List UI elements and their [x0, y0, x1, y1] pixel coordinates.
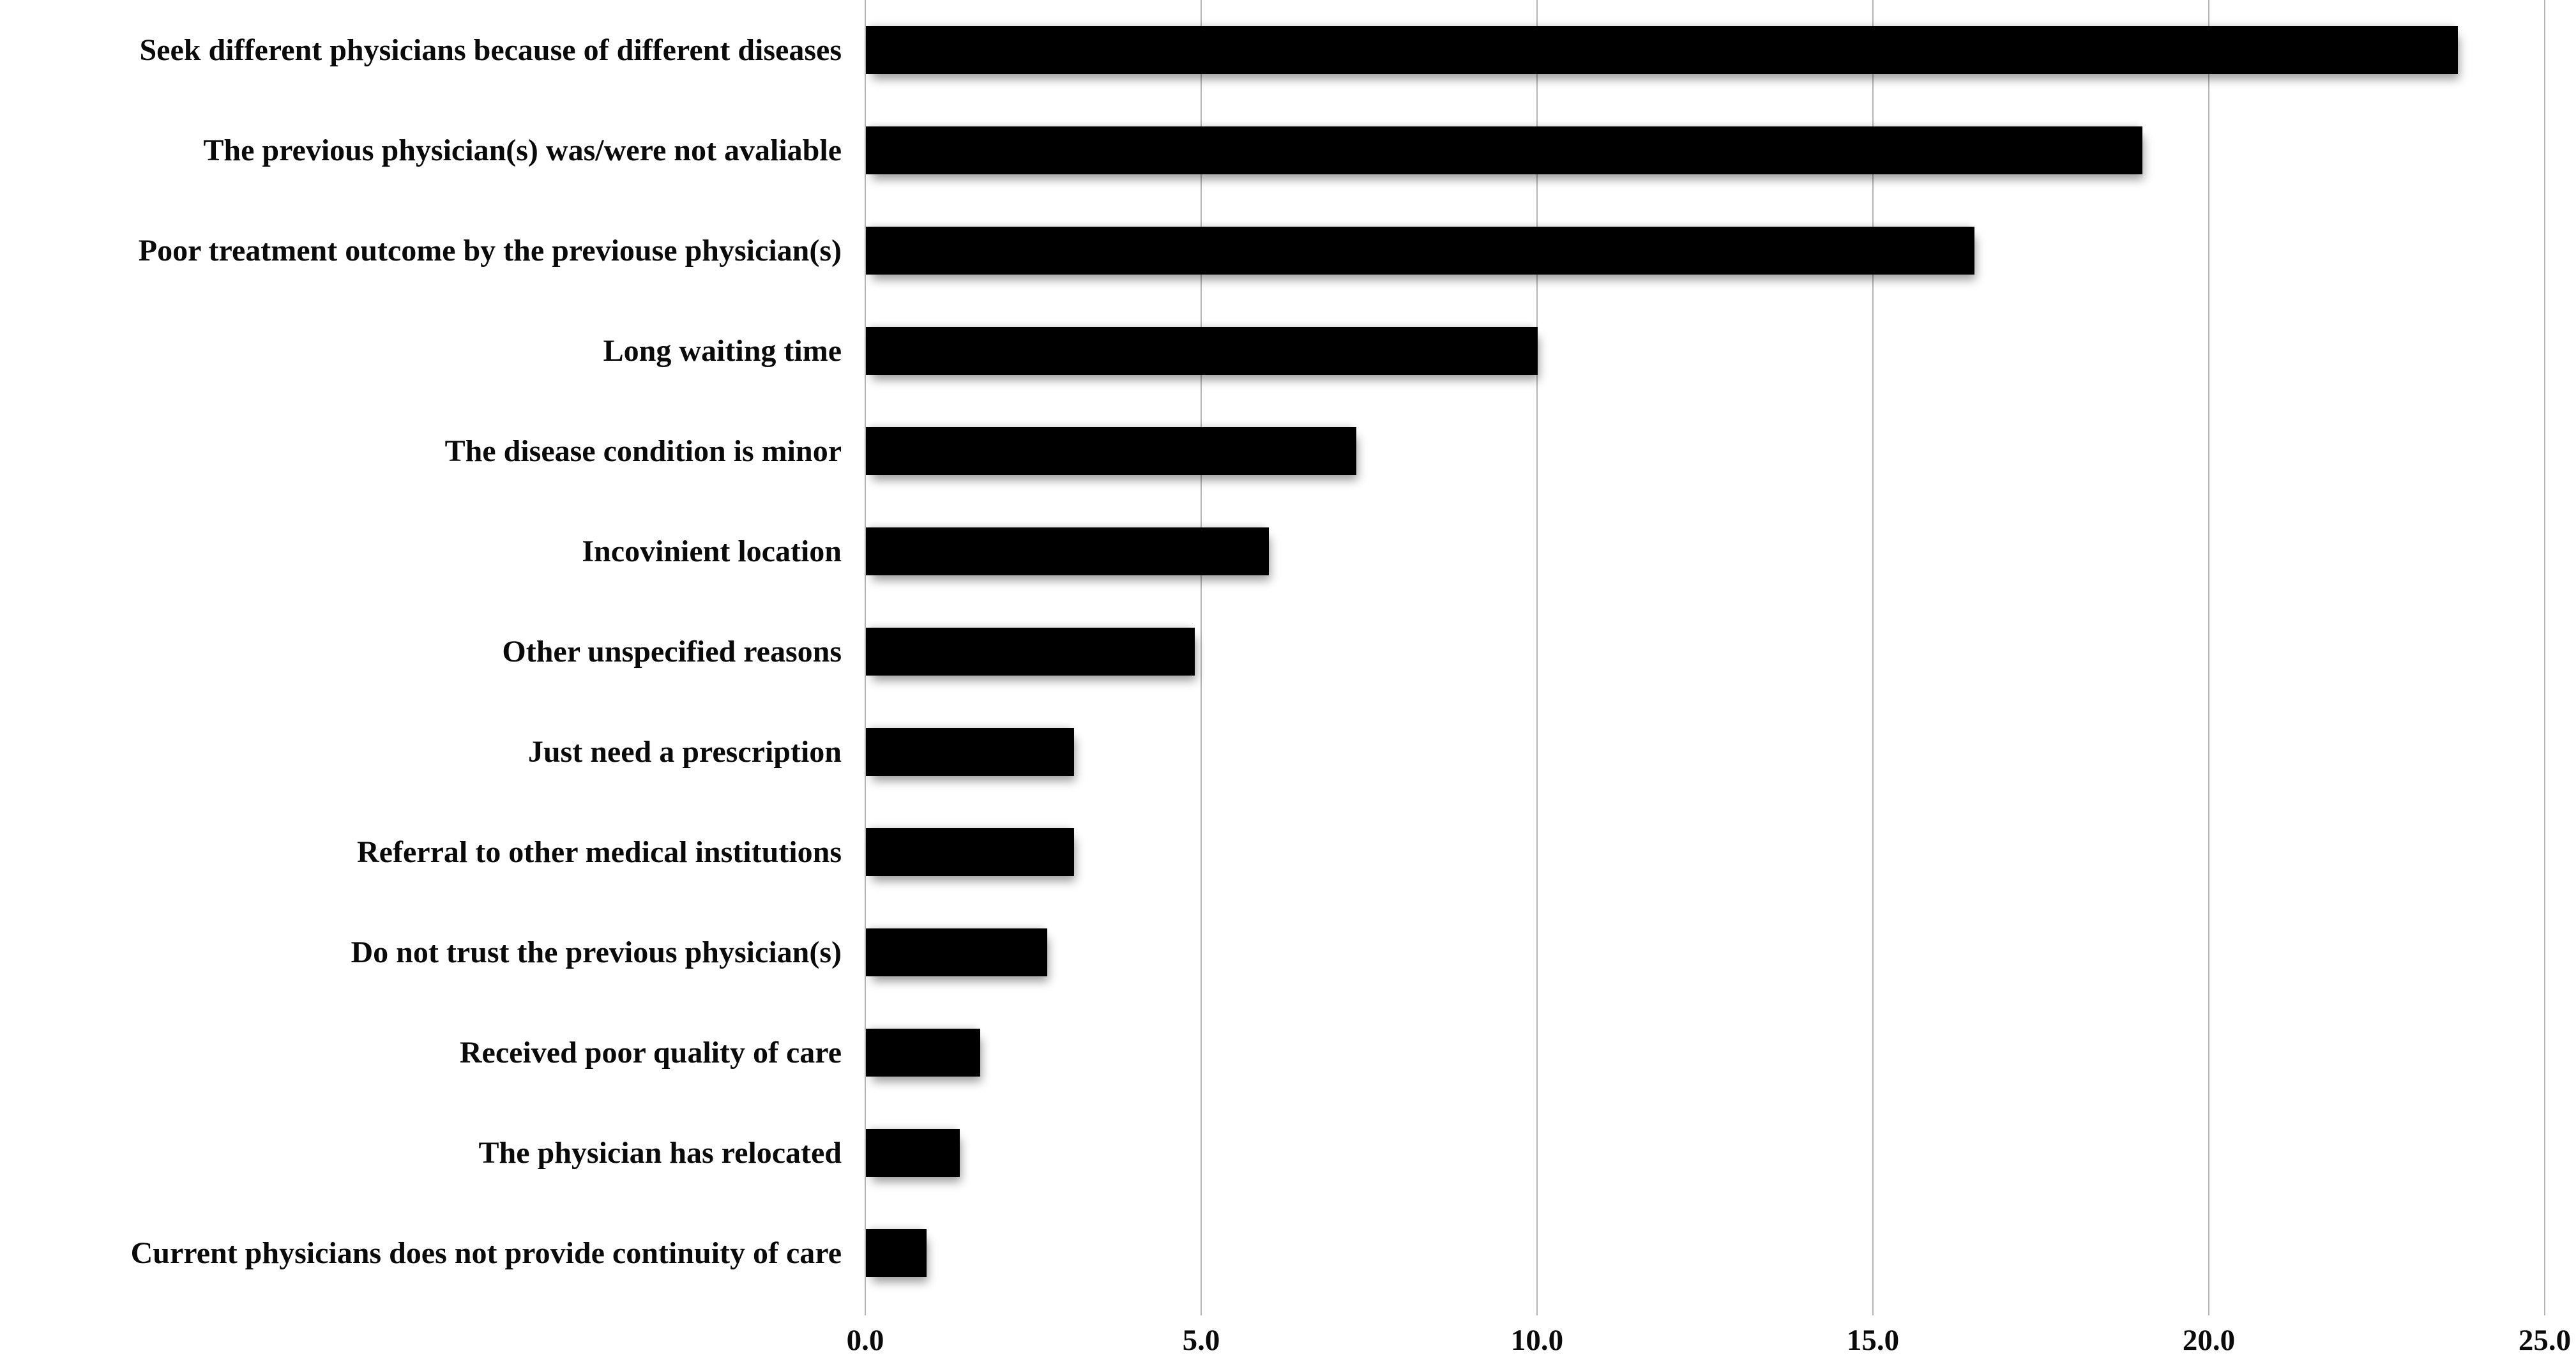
category-label: Referral to other medical institutions [357, 835, 842, 869]
category-label: The physician has relocated [478, 1135, 842, 1170]
bar [866, 126, 2142, 174]
x-tick-label: 15.0 [1846, 1324, 1900, 1357]
x-tick-label: 25.0 [2518, 1324, 2572, 1357]
category-label: Other unspecified reasons [502, 634, 842, 669]
x-tick-label: 20.0 [2182, 1324, 2236, 1357]
bar [866, 828, 1074, 876]
x-tick-label: 5.0 [1182, 1324, 1220, 1357]
x-tick-label: 0.0 [846, 1324, 884, 1357]
category-label: Seek different physicians because of dif… [139, 33, 842, 67]
gridline-x-0.0 [865, 0, 866, 1315]
category-label: Do not trust the previous physician(s) [351, 935, 842, 969]
category-label: The previous physician(s) was/were not a… [203, 133, 842, 167]
category-label: Just need a prescription [527, 734, 842, 769]
category-label: Current physicians does not provide cont… [130, 1236, 842, 1270]
bar [866, 427, 1356, 475]
category-label: Incovinient location [582, 534, 842, 568]
x-tick-label: 10.0 [1510, 1324, 1564, 1357]
gridline-x-25.0 [2544, 0, 2545, 1315]
bar [866, 527, 1269, 575]
bar [866, 1229, 927, 1277]
category-label: The disease condition is minor [444, 434, 842, 468]
bar [866, 26, 2458, 74]
category-label: Received poor quality of care [459, 1035, 842, 1070]
gridline-x-5.0 [1201, 0, 1202, 1315]
gridline-x-20.0 [2208, 0, 2209, 1315]
bar [866, 627, 1195, 676]
bar [866, 226, 1974, 275]
category-label: Poor treatment outcome by the previouse … [138, 233, 842, 268]
bar [866, 1028, 980, 1077]
gridline-x-10.0 [1536, 0, 1538, 1315]
bar [866, 1128, 960, 1177]
category-label: Long waiting time [603, 333, 842, 368]
bar [866, 727, 1074, 776]
gridline-x-15.0 [1872, 0, 1874, 1315]
bar [866, 326, 1538, 375]
bar [866, 928, 1047, 976]
